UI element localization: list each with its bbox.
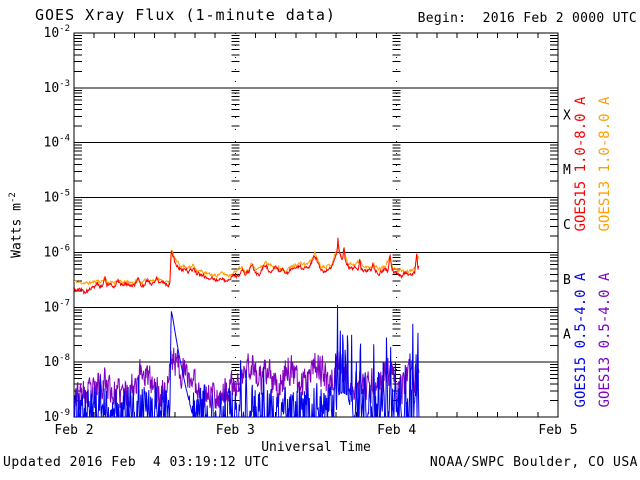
x-tick-label: Feb 4 [377, 423, 416, 438]
flare-class-letter-b: B [563, 273, 571, 288]
legend-long-goes13: GOES13 1.0-8.0 A [597, 96, 613, 231]
flare-class-letter-a: A [563, 328, 571, 343]
legend-short-goes15: GOES15 0.5-4.0 A [573, 272, 589, 407]
series-goes13-long [74, 245, 420, 286]
plot-frame [73, 32, 559, 418]
updated-timestamp: Updated 2016 Feb 4 03:19:12 UTC [3, 455, 270, 470]
y-tick-label: 10-5 [44, 189, 71, 206]
x-tick-label: Feb 3 [216, 423, 255, 438]
flare-class-letter-x: X [563, 108, 571, 123]
flare-class-letter-c: C [563, 218, 571, 233]
begin-time-label: Begin: 2016 Feb 2 0000 UTC [417, 11, 637, 26]
legend-long-goes15: GOES15 1.0-8.0 A [573, 96, 589, 231]
y-axis-title: Watts m-2 [8, 149, 24, 301]
legend-short-goes13: GOES13 0.5-4.0 A [597, 272, 613, 407]
chart-title: GOES Xray Flux (1-minute data) [35, 6, 336, 24]
y-axis-title-exponent: -2 [8, 192, 18, 204]
x-axis-title: Universal Time [261, 440, 371, 455]
series-goes15-long [74, 237, 420, 296]
grid-and-axes [73, 32, 559, 418]
y-tick-label: 10-2 [44, 24, 71, 41]
y-tick-label: 10-4 [44, 134, 71, 151]
series-group [74, 237, 420, 417]
source-attribution: NOAA/SWPC Boulder, CO USA [429, 455, 638, 470]
y-axis-title-text: Watts m [9, 203, 25, 258]
x-tick-label: Feb 2 [54, 423, 93, 438]
y-tick-label: 10-3 [44, 79, 71, 96]
y-tick-label: 10-7 [44, 298, 71, 315]
x-tick-label: Feb 5 [538, 423, 577, 438]
flare-class-letter-m: M [563, 163, 571, 178]
y-tick-label: 10-8 [44, 353, 71, 370]
y-tick-label: 10-6 [44, 243, 71, 260]
series-goes15-short [74, 305, 420, 417]
